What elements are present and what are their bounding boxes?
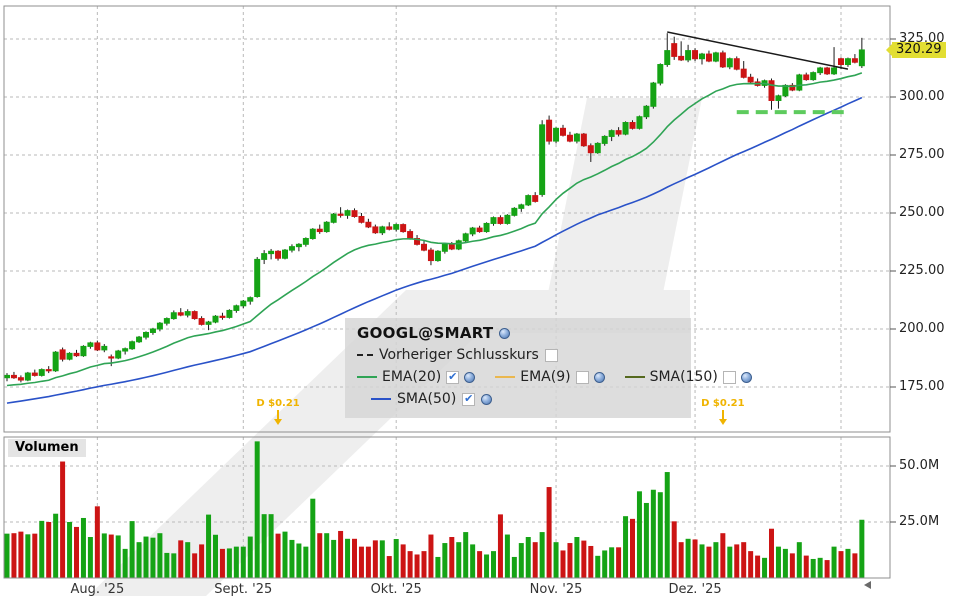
dividend-arrow-icon: [721, 410, 724, 419]
ema20-checkbox[interactable]: ✔: [446, 369, 460, 384]
globe-icon[interactable]: [593, 371, 605, 383]
dividend-label: D $0.21: [256, 398, 300, 409]
sma150-label: SMA(150): [649, 369, 718, 385]
volume-axis-label: 25.0M: [899, 514, 940, 529]
indicator-legend: GOOGL@SMART Vorheriger Schlusskurs EMA(2…: [345, 318, 752, 418]
scroll-left-arrow-icon[interactable]: [864, 581, 871, 589]
candles: [4, 33, 865, 383]
last-price-tag: 320.29: [886, 41, 946, 58]
dividend-marker[interactable]: D $0.21: [243, 398, 313, 425]
sma150-checkbox[interactable]: [722, 370, 736, 384]
price-axis-label: 275.00: [899, 147, 945, 162]
price-axis-label: 225.00: [899, 263, 945, 278]
prev-close-checkbox[interactable]: [544, 348, 558, 362]
sma50-checkbox[interactable]: ✔: [462, 391, 476, 406]
price-tag-arrow-icon: [886, 43, 892, 56]
volume-axis-label: 50.0M: [899, 458, 940, 473]
month-label: Aug. '25: [70, 582, 125, 597]
sma50-label: SMA(50): [397, 391, 457, 407]
ema9-line-sample: [495, 376, 516, 378]
globe-icon[interactable]: [740, 371, 752, 383]
prev-close-line-sample: [357, 354, 373, 356]
price-axis-label: 325.00: [899, 31, 945, 46]
dividend-label: D $0.21: [701, 398, 745, 409]
ema9-checkbox[interactable]: [575, 370, 589, 384]
ema20-label: EMA(20): [382, 369, 442, 385]
sma50-line-sample: [371, 398, 391, 400]
price-axis-label: 200.00: [899, 321, 945, 336]
ema20-line-sample: [357, 376, 377, 378]
ema9-label: EMA(9): [520, 369, 571, 385]
globe-icon[interactable]: [464, 371, 476, 383]
last-price-value: 320.29: [896, 41, 942, 57]
volume-pane-title: Volumen: [8, 439, 86, 457]
instrument-symbol: GOOGL@SMART: [357, 324, 494, 342]
month-label: Okt. '25: [370, 582, 422, 597]
month-label: Nov. '25: [529, 582, 583, 597]
volume-bars: [4, 441, 865, 578]
sma150-line-sample: [624, 376, 645, 378]
price-axis-label: 300.00: [899, 89, 945, 104]
globe-icon[interactable]: [499, 327, 511, 339]
price-axis-label: 175.00: [899, 379, 945, 394]
ema20-line: [6, 72, 863, 387]
trendline: [667, 31, 849, 70]
sma50-line: [6, 96, 863, 404]
globe-icon[interactable]: [481, 393, 493, 405]
month-label: Sept. '25: [214, 582, 273, 597]
prev-close-label: Vorheriger Schlusskurs: [379, 347, 539, 363]
dividend-arrow-icon: [277, 410, 280, 419]
month-label: Dez. '25: [668, 582, 722, 597]
dividend-marker[interactable]: D $0.21: [688, 398, 758, 425]
price-axis-label: 250.00: [899, 205, 945, 220]
